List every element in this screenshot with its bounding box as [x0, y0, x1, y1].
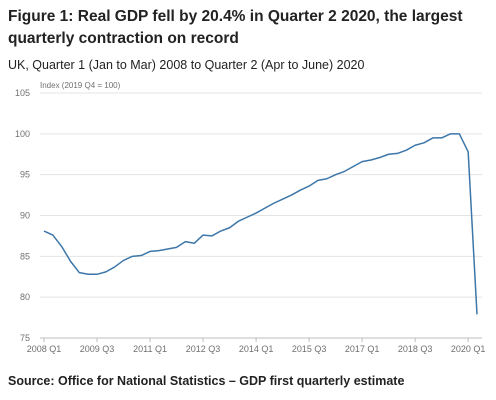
y-tick-label: 90	[20, 211, 30, 221]
x-tick-label: 2014 Q1	[239, 344, 274, 354]
gdp-line-chart: 75 80 85 90 95 100 105 Index (2019 Q4 = 100) 2…	[15, 81, 486, 354]
y-tick-label: 95	[20, 170, 30, 180]
y-tick-label: 85	[20, 251, 30, 261]
x-tick-label: 2017 Q1	[345, 344, 380, 354]
x-axis-ticks: 2008 Q1 2009 Q3 2011 Q1 2012 Q3 2014 Q1 2015 …	[27, 338, 486, 354]
chart-subtitle: UK, Quarter 1 (Jan to Mar) 2008 to Quart…	[8, 58, 365, 72]
x-tick-label: 2018 Q3	[398, 344, 433, 354]
y-tick-label: 105	[15, 88, 30, 98]
series-line-gdp-index	[43, 133, 478, 315]
chart-title: Figure 1: Real GDP fell by 20.4% in Quar…	[8, 8, 463, 47]
gridlines	[40, 92, 482, 339]
y-axis-ticks: 75 80 85 90 95 100 105	[15, 88, 30, 343]
y-tick-label: 100	[15, 129, 30, 139]
source-note: Source: Office for National Statistics –…	[8, 374, 405, 388]
y-tick-label: 75	[20, 333, 30, 343]
x-tick-label: 2009 Q3	[80, 344, 115, 354]
y-tick-label: 80	[20, 292, 30, 302]
x-tick-label: 2012 Q3	[186, 344, 221, 354]
x-tick-label: 2020 Q1	[451, 344, 486, 354]
y-axis-title: Index (2019 Q4 = 100)	[40, 81, 121, 90]
x-tick-label: 2008 Q1	[27, 344, 62, 354]
x-tick-label: 2011 Q1	[133, 344, 167, 354]
x-tick-label: 2015 Q3	[292, 344, 327, 354]
